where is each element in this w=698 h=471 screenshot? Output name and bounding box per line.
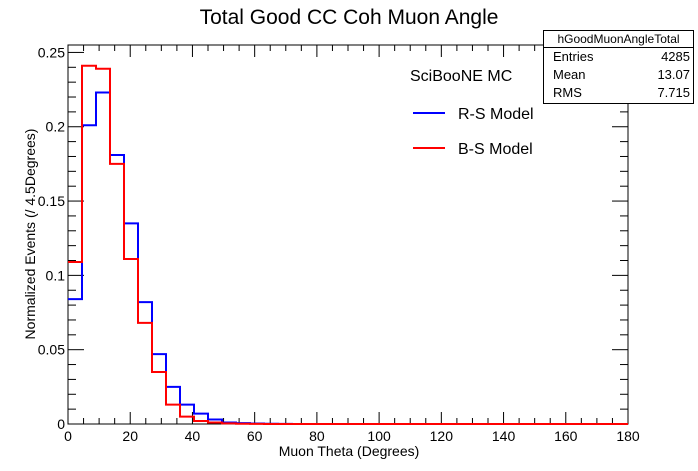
x-tick-label: 60: [247, 428, 263, 444]
x-axis-label: Muon Theta (Degrees): [279, 443, 420, 459]
stats-row-rms: RMS 7.715: [544, 84, 693, 102]
x-tick-label: 0: [64, 428, 72, 444]
chart-title: Total Good CC Coh Muon Angle: [200, 6, 499, 29]
stats-row-mean: Mean 13.07: [544, 66, 693, 84]
y-tick-label: 0.1: [46, 267, 66, 283]
stats-value-rms: 7.715: [657, 85, 690, 100]
y-tick-label: 0.25: [38, 44, 65, 60]
stats-value-mean: 13.07: [657, 67, 690, 82]
stats-box: hGoodMuonAngleTotal Entries 4285 Mean 13…: [543, 30, 694, 104]
histogram-line-bs: [68, 64, 628, 425]
x-tick-label: 40: [185, 428, 201, 444]
x-tick-label: 100: [367, 428, 391, 444]
x-tick-label: 80: [309, 428, 325, 444]
legend: SciBooNE MC R-S Model B-S Model: [410, 68, 534, 158]
y-axis-label: Normalized Events (/ 4.5Degrees): [22, 129, 38, 340]
stats-row-entries: Entries 4285: [544, 48, 693, 66]
stats-label-entries: Entries: [553, 49, 594, 64]
x-tick-label: 20: [122, 428, 138, 444]
stats-label-rms: RMS: [553, 85, 582, 100]
y-tick-label: 0.05: [38, 342, 65, 358]
y-tick-label: 0: [57, 416, 65, 432]
x-tick-label: 160: [554, 428, 578, 444]
x-tick-label: 140: [492, 428, 516, 444]
axis-tick-labels: 0 20 40 60 80 100 120 140 160 180 0 0.05 0.1 0.15 0.2 0…: [38, 44, 640, 444]
legend-label-rs: R-S Model: [458, 106, 534, 123]
legend-header: SciBooNE MC: [410, 68, 512, 85]
histogram-series: [68, 64, 628, 425]
x-tick-label: 120: [430, 428, 454, 444]
stats-value-entries: 4285: [661, 49, 690, 64]
y-tick-label: 0.15: [38, 193, 65, 209]
legend-label-bs: B-S Model: [458, 141, 533, 158]
stats-box-title: hGoodMuonAngleTotal: [544, 31, 693, 48]
histogram-line-rs: [68, 91, 628, 425]
stats-label-mean: Mean: [553, 67, 586, 82]
x-tick-label: 180: [616, 428, 640, 444]
y-tick-label: 0.2: [46, 119, 66, 135]
